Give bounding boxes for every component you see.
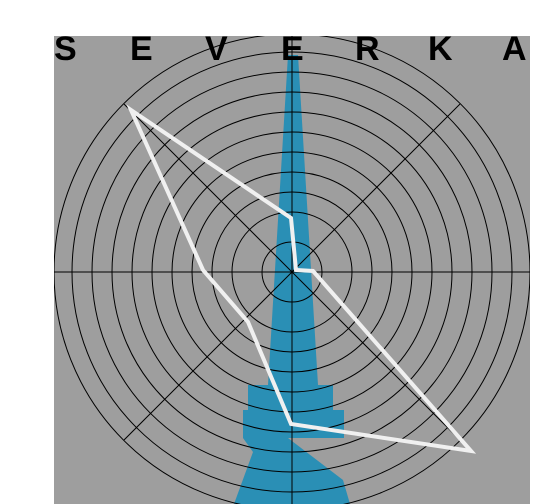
title-letter-6: K: [428, 30, 453, 68]
title-letter-1: S: [54, 30, 77, 68]
title-letter-2: E: [130, 30, 153, 68]
polar-grid-spokes: [54, 36, 530, 504]
title-letter-7: A: [502, 30, 527, 68]
title-letter-4: E: [281, 30, 304, 68]
white-radar-trace: [126, 104, 477, 454]
title-letter-5: R: [355, 30, 380, 68]
grid-spoke: [123, 103, 461, 441]
title-letter-3: V: [205, 30, 228, 68]
